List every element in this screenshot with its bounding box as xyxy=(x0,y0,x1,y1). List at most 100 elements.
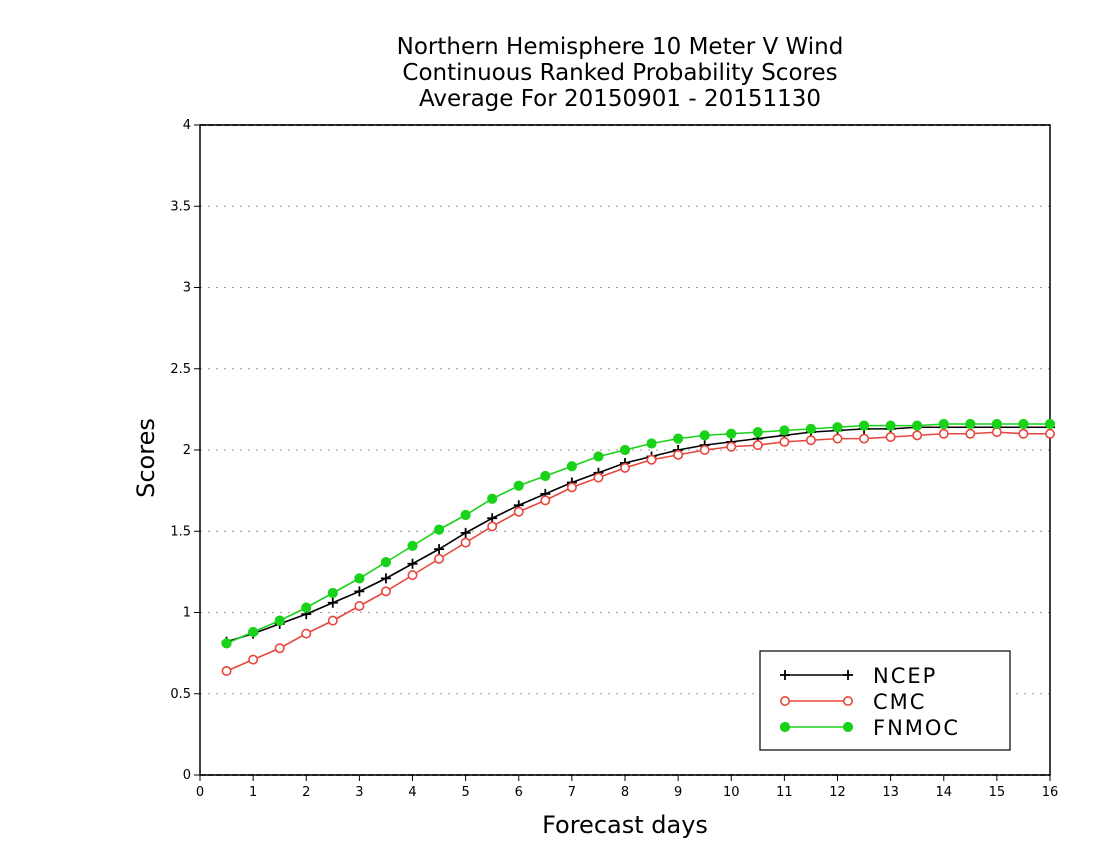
point-cmc-21 xyxy=(779,436,790,447)
legend-marker-start-ncep xyxy=(780,670,790,680)
axes: 00.511.522.533.540 1 2 3 4 5 6 7 8 9 10 11 12 13 14 15 1… xyxy=(170,118,1058,800)
y-tick-label-3: 1.5 xyxy=(170,524,191,539)
point-fnmoc-19 xyxy=(726,428,737,439)
point-fnmoc-5 xyxy=(354,573,365,584)
point-cmc-29 xyxy=(991,427,1002,438)
point-fnmoc-10 xyxy=(487,493,498,504)
x-tick-label-7: 7 xyxy=(568,785,576,800)
legend-item-ncep: NCEP xyxy=(780,664,937,688)
point-fnmoc-15 xyxy=(619,444,631,456)
chart-title-line-2: Continuous Ranked Probability Scores xyxy=(402,60,838,86)
y-tick-label-5: 2.5 xyxy=(170,362,191,377)
legend-label-cmc: CMC xyxy=(873,690,926,714)
x-tick-label-11: 11 xyxy=(776,785,793,800)
series-fnmoc xyxy=(221,418,1056,649)
legend-item-fnmoc: FNMOC xyxy=(779,716,958,740)
point-cmc-28 xyxy=(965,428,976,439)
y-tick-label-6: 3 xyxy=(183,281,191,296)
y-tick-label-2: 1 xyxy=(183,606,191,621)
chart-title-line-1: Northern Hemisphere 10 Meter V Wind xyxy=(396,34,844,60)
x-tick-label-0: 0 xyxy=(196,785,204,800)
point-cmc-11 xyxy=(513,506,524,517)
point-cmc-17 xyxy=(673,449,684,460)
point-cmc-12 xyxy=(540,495,551,506)
point-cmc-23 xyxy=(832,433,843,444)
legend-marker-start-fnmoc xyxy=(779,721,791,733)
point-fnmoc-2 xyxy=(274,615,285,626)
point-fnmoc-6 xyxy=(380,557,392,568)
point-ncep-4 xyxy=(327,597,338,608)
y-tick-label-8: 4 xyxy=(183,118,191,133)
point-fnmoc-9 xyxy=(460,509,471,521)
point-cmc-7 xyxy=(407,570,418,581)
x-tick-label-9: 9 xyxy=(674,785,682,800)
point-cmc-0 xyxy=(221,665,232,676)
legend-marker-start-cmc xyxy=(779,695,790,706)
x-tick-label-16: 16 xyxy=(1042,785,1059,800)
x-tick-label-2: 2 xyxy=(302,785,310,800)
point-cmc-10 xyxy=(487,521,498,532)
y-tick-label-7: 3.5 xyxy=(170,199,191,214)
legend-marker-end-fnmoc xyxy=(842,721,854,733)
point-fnmoc-24 xyxy=(858,420,870,431)
point-ncep-9 xyxy=(460,527,471,538)
point-fnmoc-25 xyxy=(885,420,896,431)
point-fnmoc-30 xyxy=(1018,418,1029,430)
point-cmc-24 xyxy=(859,433,870,444)
x-tick-label-10: 10 xyxy=(723,785,740,800)
point-cmc-5 xyxy=(354,600,365,611)
point-cmc-20 xyxy=(752,440,763,451)
point-cmc-9 xyxy=(460,537,471,548)
x-tick-label-14: 14 xyxy=(935,785,952,800)
point-fnmoc-21 xyxy=(779,425,790,436)
x-tick-label-4: 4 xyxy=(408,785,416,800)
point-cmc-13 xyxy=(566,482,577,493)
point-fnmoc-3 xyxy=(301,602,312,613)
series-cmc xyxy=(221,427,1056,676)
point-ncep-6 xyxy=(380,573,391,584)
y-tick-label-0: 0 xyxy=(183,768,191,783)
y-axis-label: Scores xyxy=(132,418,160,498)
point-cmc-3 xyxy=(301,628,312,639)
point-cmc-19 xyxy=(726,441,737,452)
point-fnmoc-31 xyxy=(1044,418,1056,430)
point-fnmoc-13 xyxy=(566,461,577,472)
x-tick-label-12: 12 xyxy=(829,785,846,800)
point-fnmoc-14 xyxy=(593,451,604,462)
point-cmc-6 xyxy=(380,586,391,597)
point-cmc-22 xyxy=(805,435,816,446)
point-cmc-2 xyxy=(274,643,285,654)
point-cmc-1 xyxy=(248,654,259,665)
point-fnmoc-18 xyxy=(699,430,710,441)
point-fnmoc-11 xyxy=(513,480,524,491)
point-cmc-26 xyxy=(912,430,923,441)
legend-marker-end-cmc xyxy=(842,695,853,706)
point-fnmoc-12 xyxy=(540,470,551,482)
point-fnmoc-20 xyxy=(752,427,763,438)
point-ncep-8 xyxy=(434,544,445,555)
point-fnmoc-29 xyxy=(991,418,1002,430)
point-cmc-8 xyxy=(434,553,445,564)
point-fnmoc-28 xyxy=(965,418,976,430)
point-fnmoc-8 xyxy=(433,524,445,535)
point-fnmoc-16 xyxy=(646,438,657,449)
x-tick-label-15: 15 xyxy=(989,785,1006,800)
chart-title-line-3: Average For 20150901 - 20151130 xyxy=(418,86,822,112)
series-layer xyxy=(221,418,1056,676)
x-tick-label-6: 6 xyxy=(515,785,523,800)
legend-label-ncep: NCEP xyxy=(873,664,937,688)
point-cmc-14 xyxy=(593,472,604,483)
series-line-cmc xyxy=(226,431,1050,672)
chart-title: Northern Hemisphere 10 Meter V Wind Cont… xyxy=(0,34,1100,112)
point-fnmoc-4 xyxy=(327,587,338,599)
point-cmc-4 xyxy=(327,615,338,626)
point-cmc-16 xyxy=(646,454,657,465)
point-fnmoc-7 xyxy=(407,540,418,551)
legend-marker-end-ncep xyxy=(843,670,853,680)
point-cmc-15 xyxy=(619,462,630,473)
point-fnmoc-27 xyxy=(938,418,949,430)
x-axis-label: Forecast days xyxy=(542,811,708,839)
y-tick-label-1: 0.5 xyxy=(170,687,191,702)
